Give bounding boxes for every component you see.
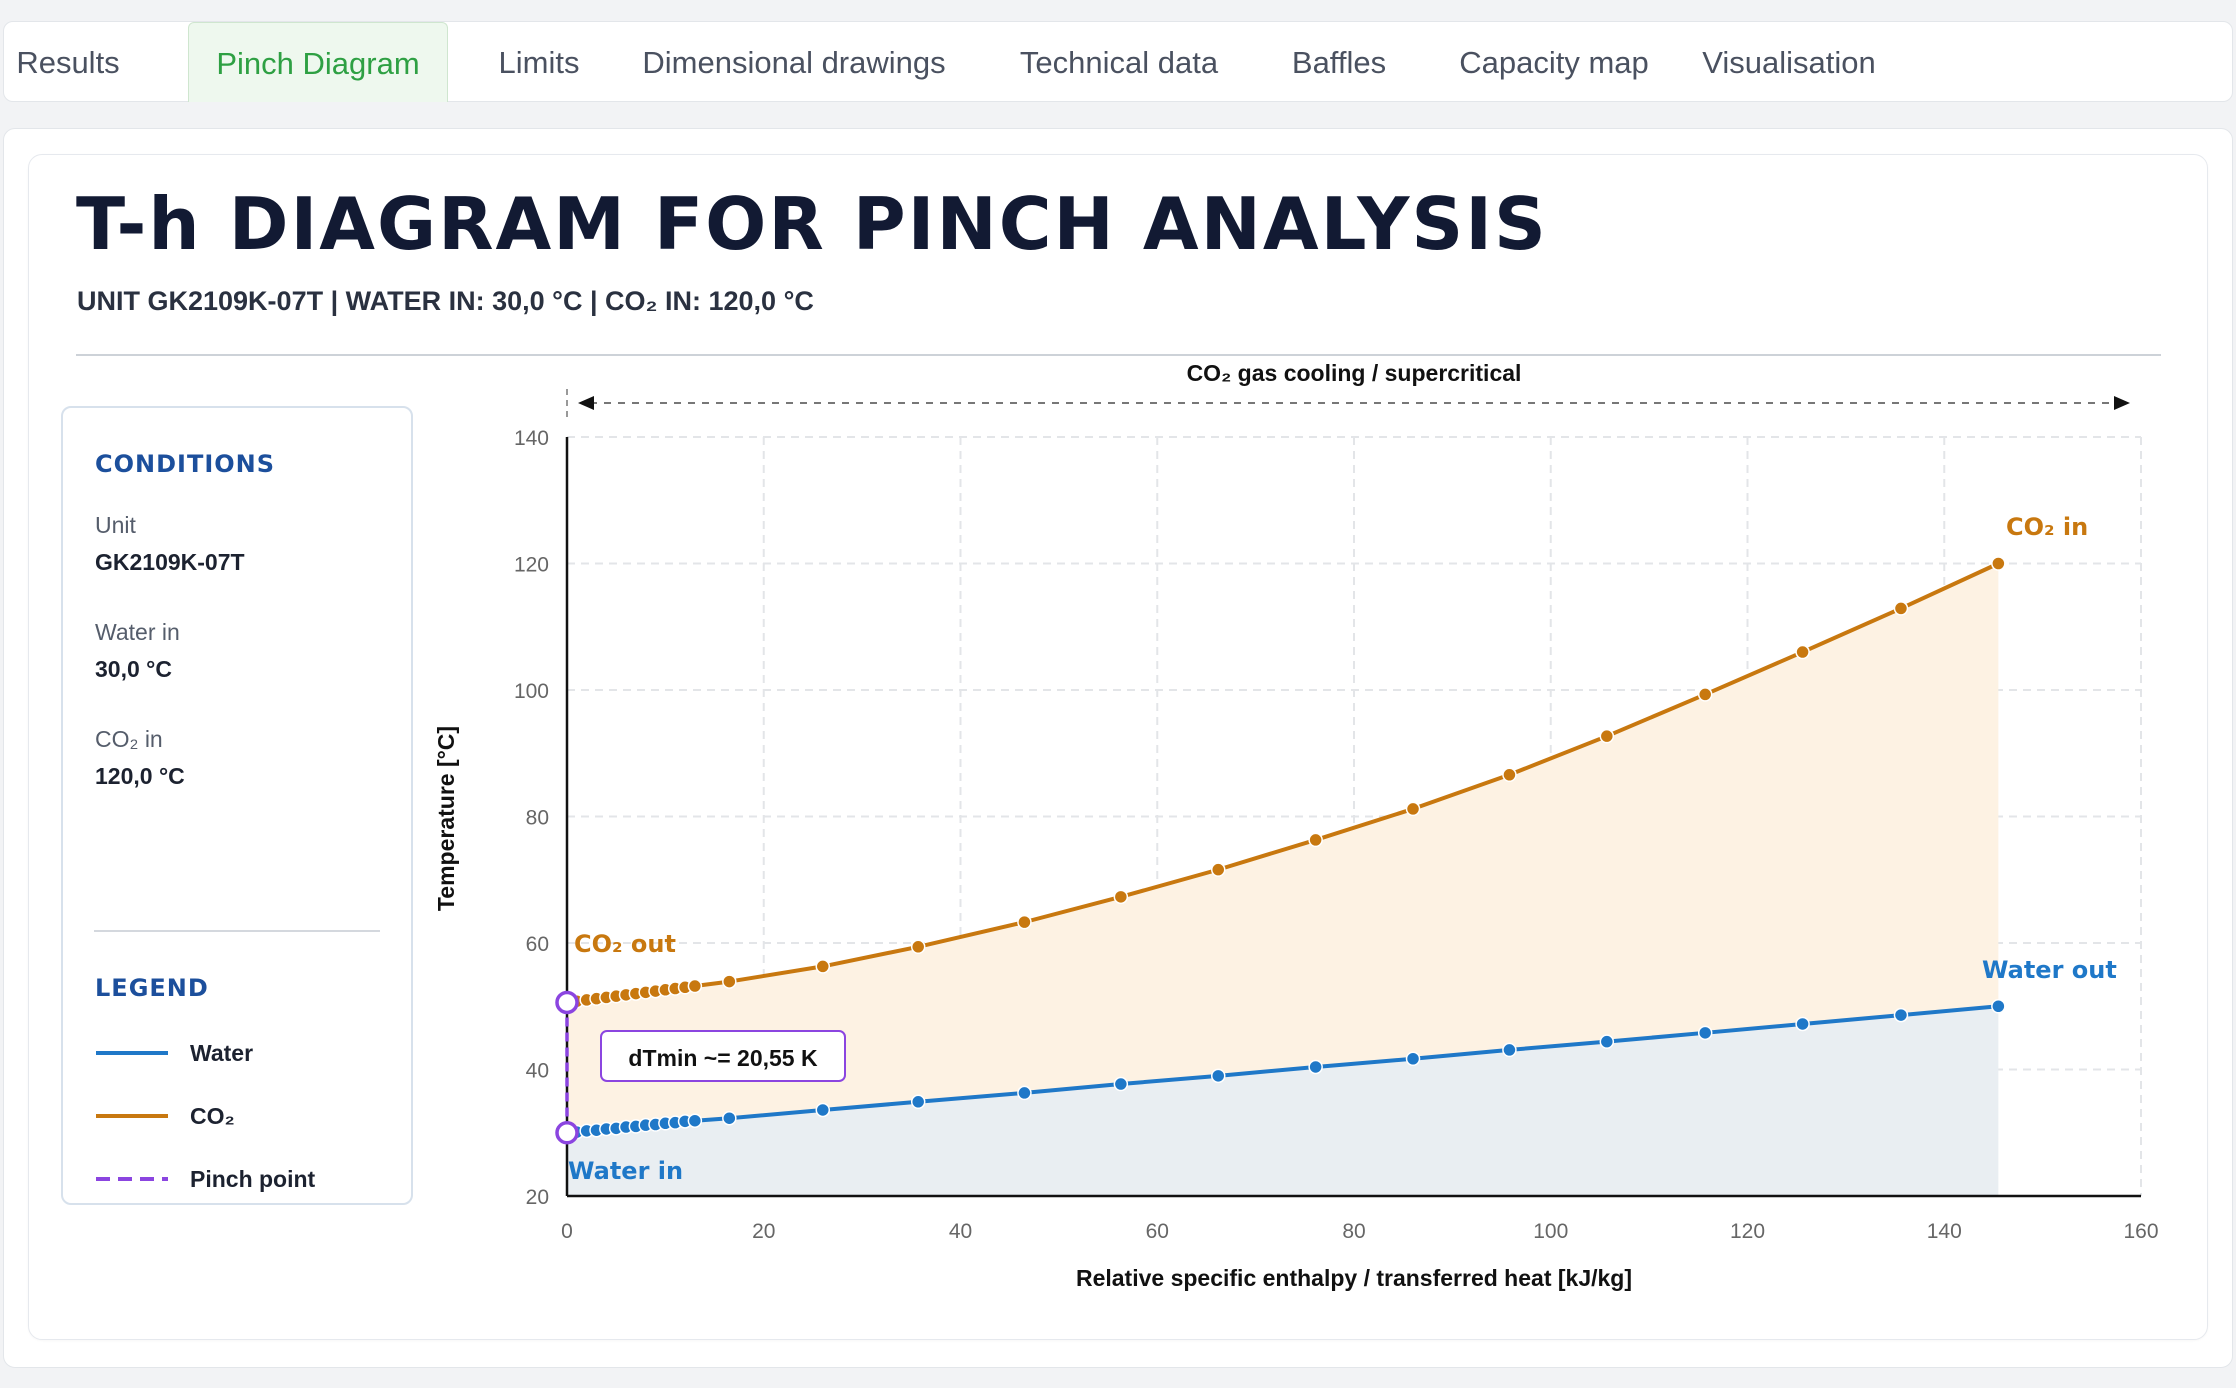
annotation-co2-out: CO₂ out <box>574 930 676 958</box>
x-tick-label: 80 <box>1342 1220 1365 1243</box>
condition-label-co2-in: CO₂ in <box>95 726 163 752</box>
region-arrow-left <box>578 396 594 410</box>
condition-value-unit: GK2109K-07T <box>95 549 245 575</box>
tab-capacity-map[interactable]: Capacity map <box>1459 45 1649 80</box>
y-tick-label: 40 <box>526 1060 549 1083</box>
co2-data-point <box>1893 601 1909 616</box>
co2-data-point <box>1113 889 1129 905</box>
water-data-point <box>1502 1042 1517 1058</box>
water-data-point <box>910 1094 926 1110</box>
annotation-water-out: Water out <box>1982 956 2117 984</box>
condition-value-water-in: 30,0 °C <box>95 656 172 682</box>
y-tick-label: 60 <box>526 933 549 956</box>
annotation-co2-in: CO₂ in <box>2006 513 2088 541</box>
water-inlet-point <box>555 1121 579 1145</box>
co2-data-point <box>1697 687 1713 702</box>
conditions-title: CONDITIONS <box>95 450 276 478</box>
co2-data-point <box>1308 832 1323 848</box>
co2-data-point <box>1405 801 1421 817</box>
x-tick-label: 60 <box>1146 1220 1169 1243</box>
co2-data-point <box>815 959 831 974</box>
conditions-legend-panel <box>61 406 413 1205</box>
legend-label-water: Water <box>190 1040 254 1066</box>
legend-label-co2: CO₂ <box>190 1103 235 1129</box>
sidebar-divider <box>94 930 380 932</box>
condition-value-co2-in: 120,0 °C <box>95 763 185 789</box>
co2-outlet-point <box>555 990 579 1015</box>
tab-limits[interactable]: Limits <box>498 45 580 80</box>
x-tick-label: 100 <box>1533 1220 1568 1243</box>
co2-data-point <box>687 978 703 994</box>
co2-data-point <box>910 939 926 955</box>
tab-bar: Results Pinch Diagram Limits Dimensional… <box>3 21 2233 102</box>
header-divider <box>76 354 2161 356</box>
y-tick-label: 100 <box>514 680 549 703</box>
water-data-point <box>722 1110 737 1126</box>
co2-data-point <box>1210 862 1226 877</box>
water-data-point <box>1017 1085 1032 1101</box>
water-area-fill <box>567 1006 1999 1196</box>
y-tick-label: 80 <box>526 807 549 830</box>
legend-swatch-pinch <box>96 1177 168 1181</box>
co2-data-point <box>1991 556 2006 571</box>
water-data-point <box>1308 1059 1323 1075</box>
legend-title: LEGEND <box>95 974 209 1002</box>
y-tick-label: 20 <box>526 1186 549 1209</box>
y-tick-label: 140 <box>514 427 549 450</box>
tab-dimensional-drawings[interactable]: Dimensional drawings <box>642 45 946 80</box>
tab-baffles[interactable]: Baffles <box>1291 45 1387 80</box>
x-tick-label: 140 <box>1927 1220 1962 1243</box>
water-data-point <box>1405 1051 1421 1066</box>
y-tick-label: 120 <box>514 554 549 577</box>
x-tick-label: 40 <box>949 1220 972 1243</box>
tab-visualisation[interactable]: Visualisation <box>1702 45 1876 80</box>
co2-data-point <box>1502 767 1517 783</box>
x-axis-label: Relative specific enthalpy / transferred… <box>1076 1265 1632 1291</box>
x-tick-label: 20 <box>752 1220 775 1243</box>
water-data-point <box>1991 999 2006 1014</box>
water-data-point <box>1697 1025 1713 1041</box>
water-data-point <box>815 1102 831 1118</box>
co2-data-point <box>1017 914 1032 930</box>
co2-data-point <box>722 974 737 989</box>
tab-pinch-diagram[interactable]: Pinch Diagram <box>188 22 448 102</box>
tab-results[interactable]: Results <box>16 45 120 80</box>
y-axis-label: Temperature [°C] <box>433 726 459 911</box>
legend-label-pinch: Pinch point <box>190 1166 316 1192</box>
co2-area-fill <box>567 563 1999 1133</box>
annotation-water-in: Water in <box>568 1157 683 1185</box>
region-arrow-right <box>2114 396 2130 410</box>
legend-swatch-co2 <box>96 1114 168 1118</box>
page-title: T-h DIAGRAM FOR PINCH ANALYSIS <box>76 182 1548 266</box>
x-tick-label: 0 <box>561 1220 573 1243</box>
water-data-point <box>1210 1068 1226 1084</box>
water-data-point <box>1113 1076 1129 1092</box>
condition-label-water-in: Water in <box>95 619 180 645</box>
dtmin-label: dTmin ~= 20,55 K <box>628 1045 818 1071</box>
page-subtitle: UNIT GK2109K-07T | WATER IN: 30,0 °C | C… <box>77 286 814 316</box>
x-tick-label: 160 <box>2123 1220 2158 1243</box>
region-label: CO₂ gas cooling / supercritical <box>1187 360 1522 386</box>
x-tick-label: 120 <box>1730 1220 1765 1243</box>
co2-data-point <box>1599 728 1615 744</box>
water-data-point <box>1795 1016 1810 1032</box>
water-data-point <box>1893 1007 1909 1023</box>
co2-data-point <box>1795 644 1810 660</box>
dtmin-box <box>600 1030 846 1082</box>
water-data-point <box>1599 1034 1615 1049</box>
tab-technical-data[interactable]: Technical data <box>1019 45 1219 80</box>
legend-swatch-water <box>96 1051 168 1055</box>
water-data-point <box>687 1113 703 1128</box>
condition-label-unit: Unit <box>95 512 136 538</box>
